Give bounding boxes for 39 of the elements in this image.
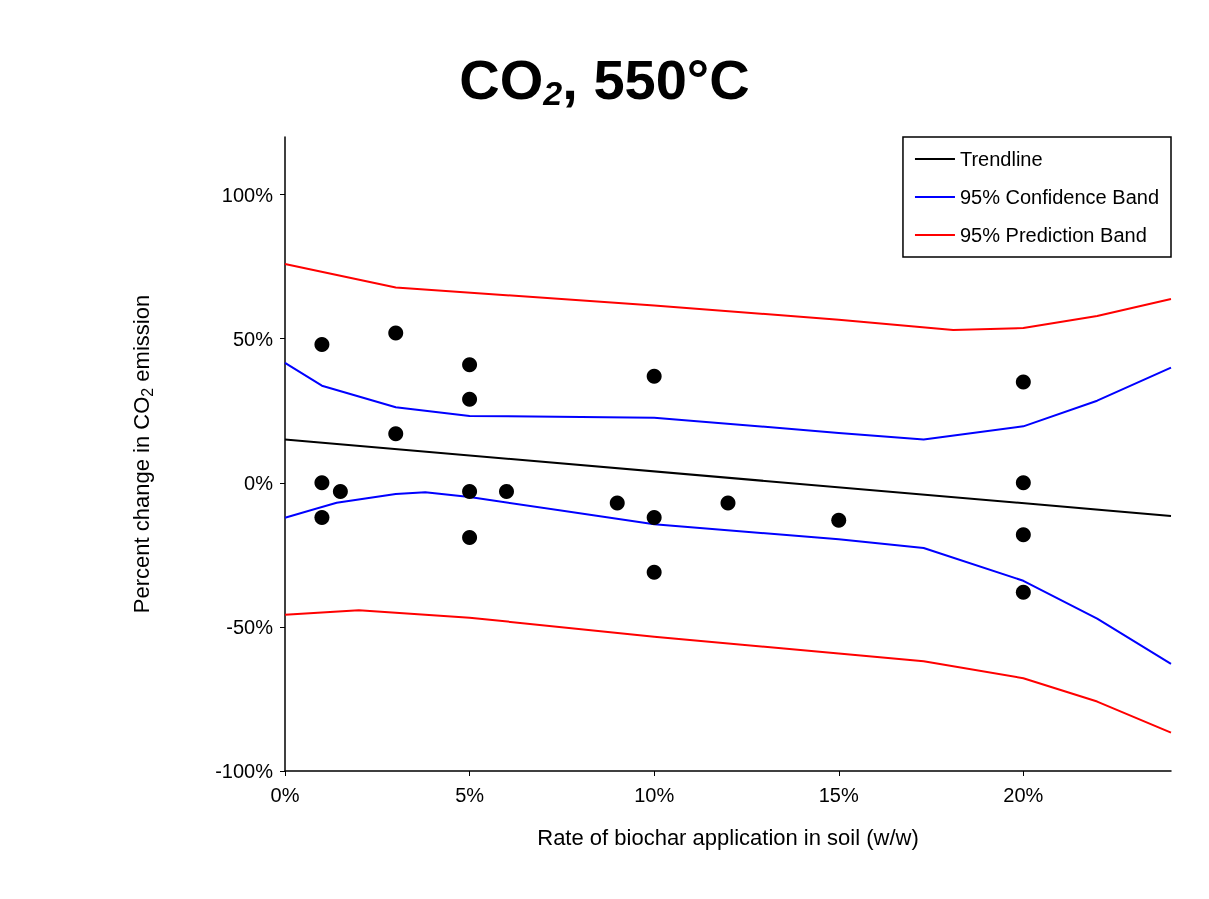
- point: [462, 357, 478, 373]
- x-tick-label: 0%: [270, 784, 300, 806]
- point: [1015, 527, 1031, 543]
- y-tick-label: -50%: [226, 615, 274, 638]
- y-tick-label: -100%: [215, 760, 274, 782]
- point: [646, 509, 662, 525]
- line-series: [284, 263, 1172, 332]
- point: [462, 530, 478, 546]
- point: [1015, 584, 1031, 600]
- point: [462, 391, 478, 407]
- x-tick-label: 20%: [1003, 784, 1044, 806]
- point: [332, 483, 348, 499]
- point: [646, 368, 662, 384]
- x-axis-title: Rate of biochar application in soil (w/w): [537, 824, 919, 850]
- point: [499, 483, 514, 499]
- y-tick-label: 50%: [232, 327, 274, 350]
- y-tick-label: 100%: [221, 183, 274, 206]
- x-tick-label: 10%: [634, 784, 675, 806]
- point: [462, 483, 478, 499]
- x-tick-label: 15%: [818, 784, 859, 806]
- point: [1015, 475, 1031, 491]
- point: [314, 509, 330, 525]
- legend-label: 95% Confidence Band: [959, 186, 1160, 208]
- line-series: [284, 609, 1172, 734]
- y-axis-title: Percent change in CO2 emission: [128, 294, 156, 614]
- point: [646, 564, 662, 580]
- point: [609, 495, 625, 511]
- y-tick-label: 0%: [244, 471, 274, 494]
- point: [720, 495, 736, 511]
- point: [314, 475, 330, 491]
- point: [1015, 374, 1031, 390]
- legend-label: Trendline: [959, 148, 1043, 170]
- point: [388, 325, 404, 341]
- x-tick-label: 5%: [455, 784, 485, 806]
- point: [388, 426, 404, 442]
- line-series: [284, 361, 1172, 441]
- point: [314, 336, 330, 352]
- point: [831, 512, 847, 528]
- legend-label: 95% Prediction Band: [959, 224, 1147, 246]
